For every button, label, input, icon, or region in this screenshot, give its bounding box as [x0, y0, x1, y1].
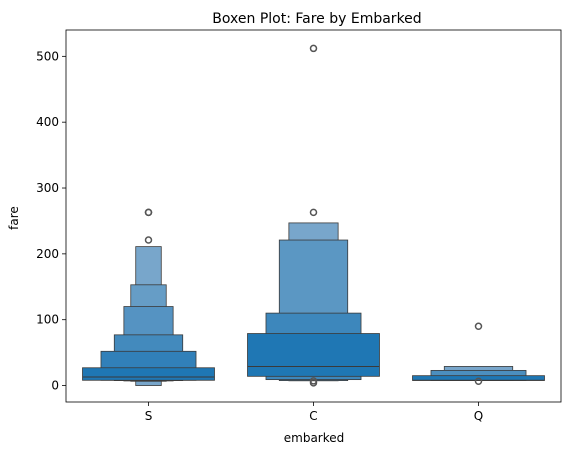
outlier-point: [309, 377, 318, 385]
y-tick-label: 500: [36, 49, 59, 63]
chart-title: Boxen Plot: Fare by Embarked: [212, 11, 421, 27]
y-tick-label: 0: [51, 379, 59, 393]
y-axis: 0 100 200 300 400 500: [36, 49, 66, 393]
plot-area: [65, 29, 562, 403]
boxen-group-q: [412, 322, 545, 386]
x-tick-label: Q: [474, 409, 483, 423]
outlier-point: [144, 236, 153, 244]
boxen-group-c: [247, 44, 380, 387]
x-tick-label: S: [145, 409, 153, 423]
boxen-level-box: [82, 367, 215, 381]
boxen-group-s: [82, 208, 215, 386]
outlier-point: [309, 44, 318, 53]
outlier-point: [474, 322, 483, 331]
y-tick-label: 200: [36, 247, 59, 261]
x-axis-label: embarked: [284, 431, 345, 445]
y-tick-label: 100: [36, 313, 59, 327]
x-tick-label: C: [309, 409, 317, 423]
y-tick-label: 300: [36, 181, 59, 195]
outlier-point: [309, 208, 318, 217]
boxen-level-box: [247, 333, 380, 377]
y-tick-label: 400: [36, 115, 59, 129]
y-axis-label: fare: [7, 206, 21, 230]
outlier-point: [144, 208, 153, 217]
outlier-point: [474, 377, 483, 386]
